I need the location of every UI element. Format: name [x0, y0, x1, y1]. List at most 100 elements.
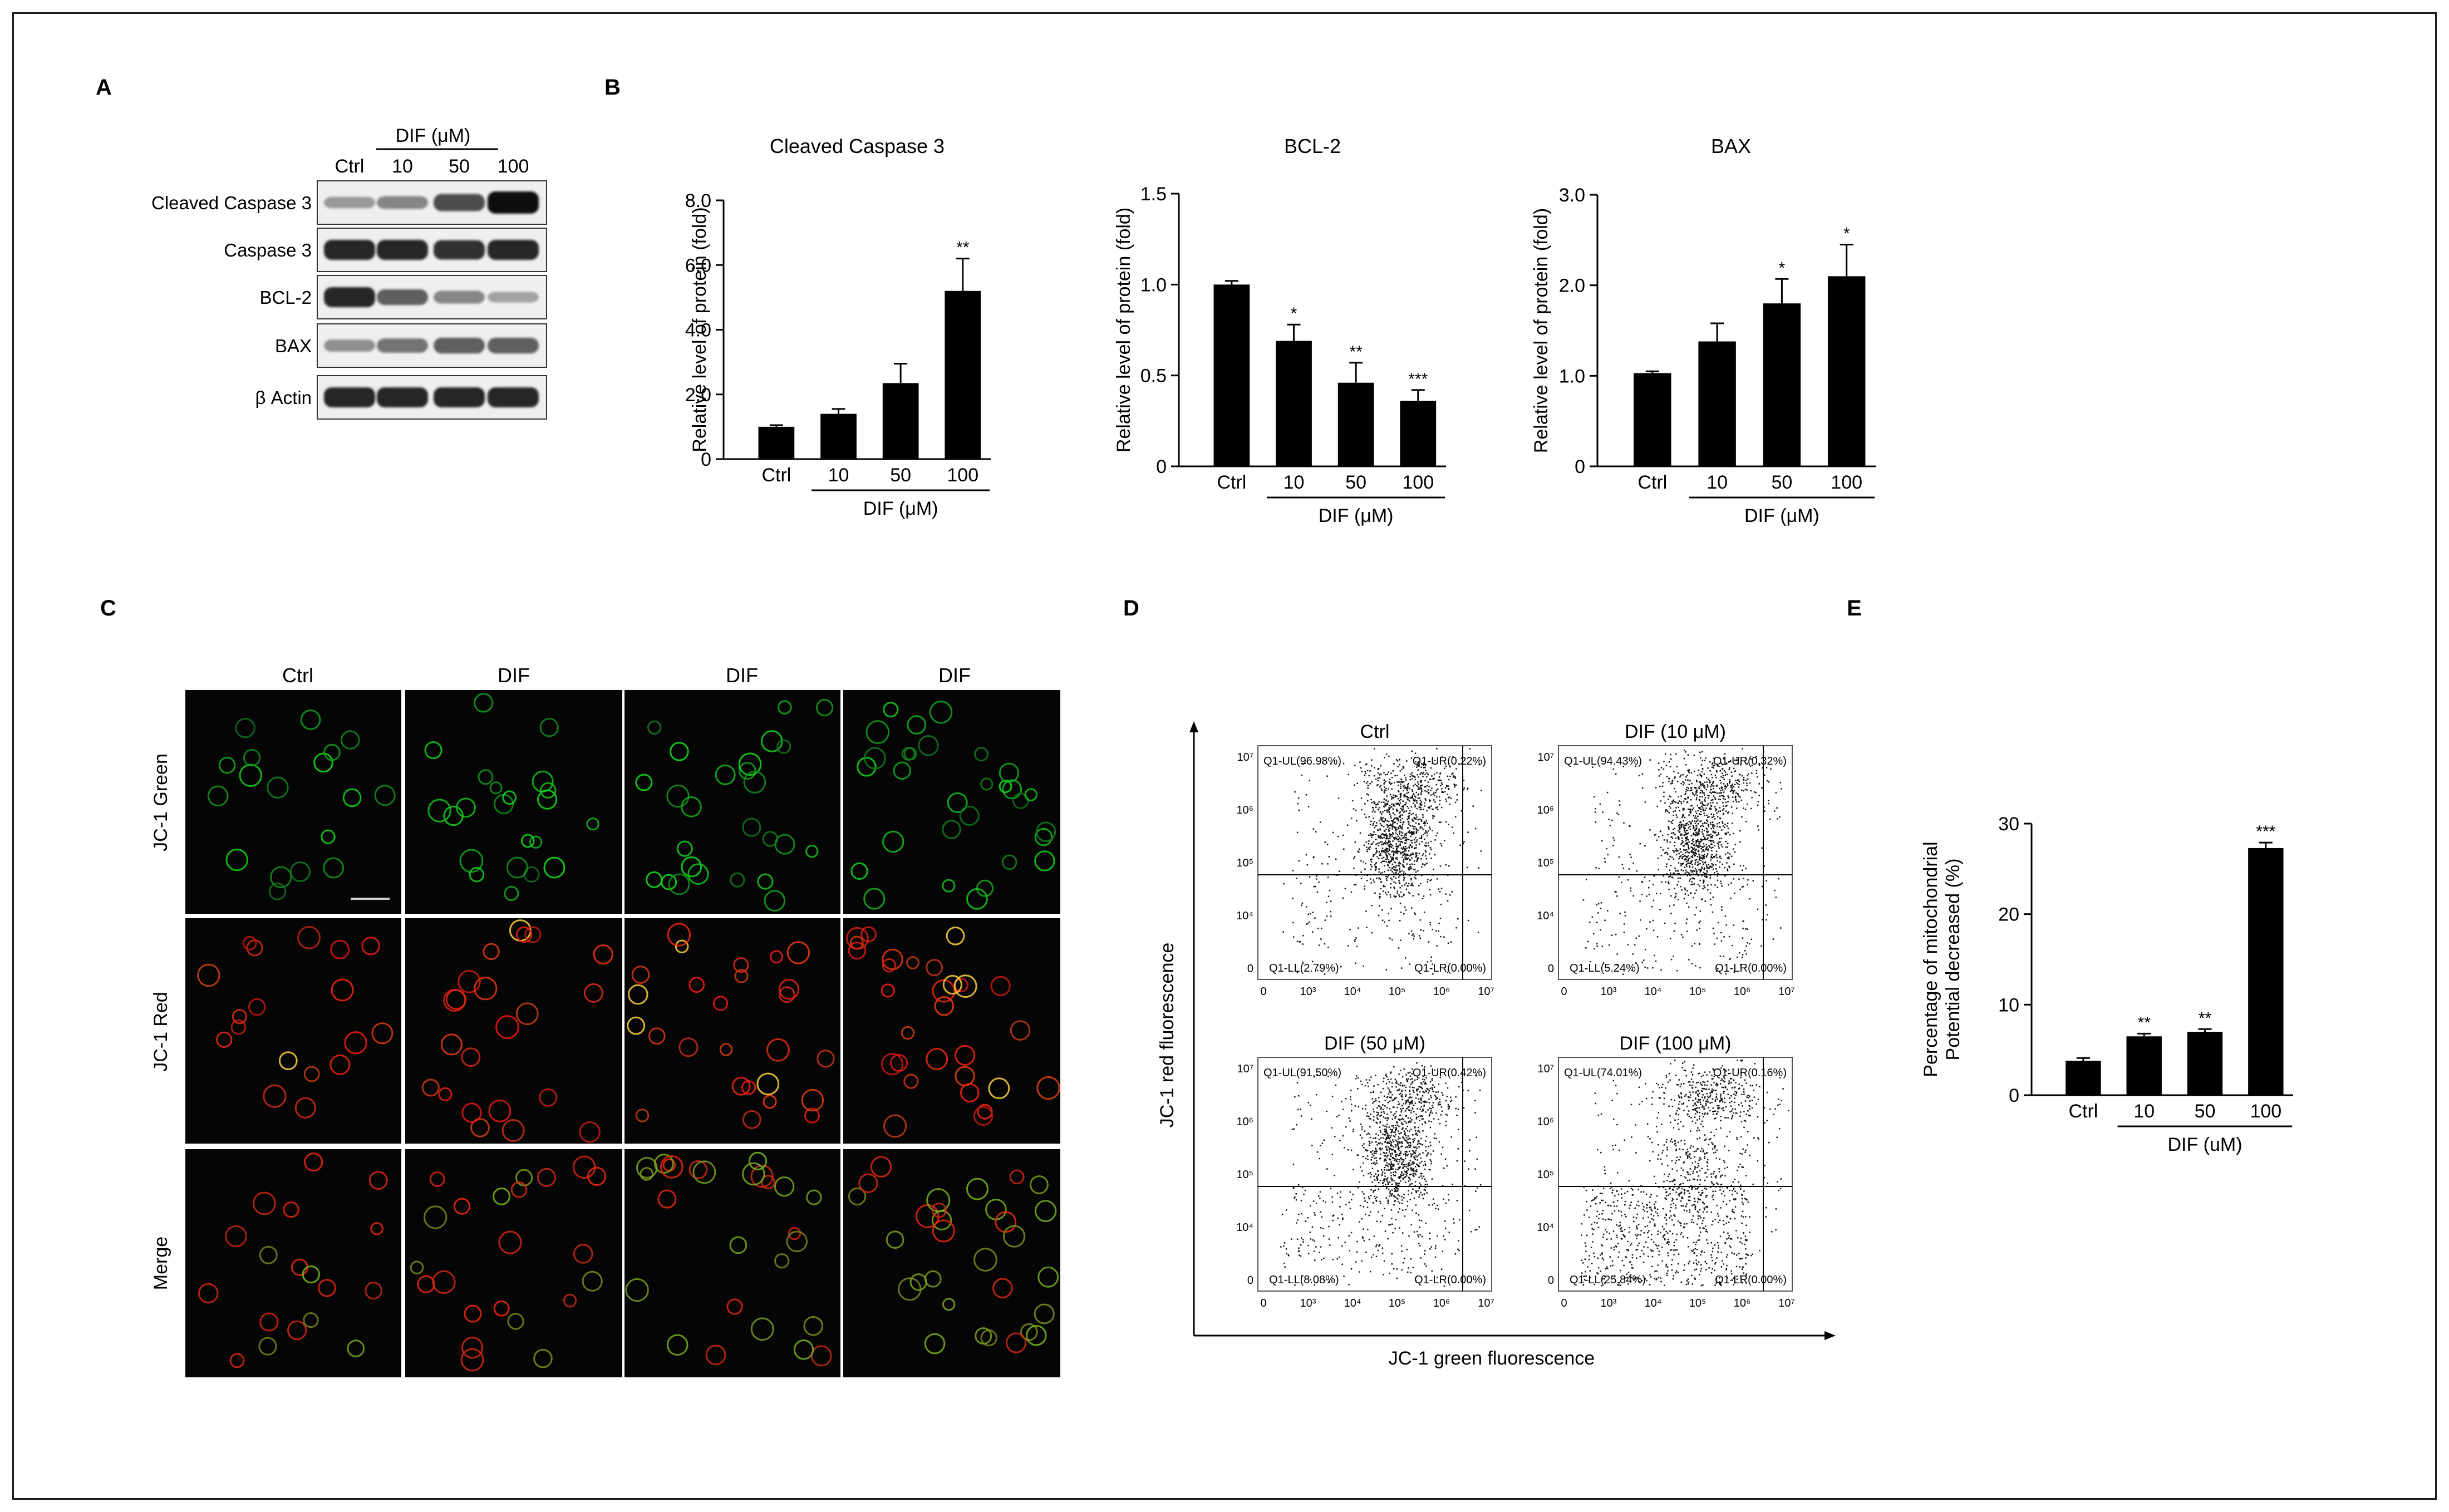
micro-cell — [681, 856, 702, 878]
flow-event — [1397, 865, 1399, 866]
flow-event — [1397, 1148, 1399, 1150]
flow-event — [1719, 861, 1721, 863]
flow-event — [1373, 1116, 1375, 1117]
micro-cell — [259, 1312, 279, 1332]
flow-event — [1378, 868, 1380, 870]
flow-event — [1391, 1118, 1394, 1120]
flow-event — [1406, 1141, 1408, 1143]
flow-event — [1419, 1119, 1420, 1121]
flow-event — [1738, 780, 1740, 782]
flow-event — [1369, 824, 1371, 825]
flow-event — [1680, 1223, 1682, 1224]
flow-event — [1310, 1279, 1311, 1280]
flow-event — [1314, 885, 1316, 888]
flow-event — [1294, 1284, 1296, 1286]
flow-event — [1709, 898, 1712, 900]
flow-event — [1404, 1181, 1407, 1183]
flow-event — [1721, 909, 1723, 911]
micro-cell — [582, 1270, 603, 1292]
flow-event — [1467, 789, 1469, 790]
flow-event — [1653, 954, 1655, 957]
flow-event — [1419, 799, 1422, 801]
micro-cell — [926, 1048, 948, 1071]
flow-event — [1410, 1258, 1412, 1260]
flow-event — [1429, 1114, 1430, 1115]
flow-event — [1443, 1235, 1444, 1237]
flow-event — [1757, 801, 1759, 802]
flow-event — [1394, 869, 1396, 871]
flow-event — [1320, 1145, 1321, 1146]
flow-event — [1428, 1102, 1430, 1104]
flow-event — [1396, 1106, 1398, 1109]
flow-event — [1703, 1149, 1704, 1151]
flow-event — [1376, 850, 1378, 851]
flow-event — [1702, 809, 1704, 811]
flow-event — [1713, 824, 1715, 826]
flow-event — [1677, 899, 1679, 900]
flow-event — [1693, 815, 1695, 817]
flow-event — [1407, 786, 1409, 788]
flow-event — [1642, 959, 1645, 961]
flow-event — [1740, 1136, 1742, 1137]
flow-event — [1424, 822, 1426, 824]
flow-event — [1607, 967, 1609, 968]
flow-event — [1376, 1107, 1378, 1109]
flow-event — [1396, 1160, 1398, 1163]
flow-event — [1331, 1201, 1334, 1203]
flow-event — [1704, 760, 1706, 761]
flow-event — [1723, 791, 1725, 793]
flow-event — [1402, 854, 1404, 856]
blot-band — [434, 194, 485, 211]
flow-event — [1417, 789, 1419, 790]
flow-event — [1370, 1118, 1371, 1120]
flow-event — [1717, 1183, 1719, 1185]
flow-event — [1369, 1270, 1371, 1273]
flow-event — [1396, 1140, 1398, 1142]
flow-event — [1391, 1218, 1393, 1219]
flow-event — [1366, 1112, 1369, 1114]
flow-event — [1703, 850, 1705, 852]
flow-event — [1420, 820, 1423, 822]
flow-event — [1388, 1224, 1390, 1226]
flow-event — [1729, 760, 1732, 762]
flow-event — [1718, 838, 1720, 840]
flow-event — [1691, 789, 1693, 791]
flow-event — [1680, 801, 1682, 802]
y-tick-label: 8.0 — [685, 190, 711, 211]
micro-cell — [495, 1015, 519, 1039]
flow-event — [1414, 1102, 1417, 1104]
flow-event — [1713, 764, 1715, 766]
y-tick-label: 4.0 — [685, 320, 711, 341]
flow-event — [1695, 831, 1697, 833]
flow-event — [1675, 791, 1677, 793]
flow-event — [1381, 1252, 1384, 1254]
flow-event — [1699, 858, 1701, 859]
flow-event — [1320, 1211, 1322, 1213]
flow-event — [1370, 882, 1372, 884]
flow-event — [1686, 865, 1688, 868]
flow-event — [1691, 866, 1694, 868]
flow-event — [1404, 794, 1405, 796]
flow-event — [1691, 846, 1693, 849]
flow-event — [1591, 1228, 1594, 1230]
flow-event — [1720, 844, 1723, 846]
flow-event — [1396, 848, 1398, 849]
blot-band — [488, 292, 539, 303]
flow-event — [1406, 1248, 1408, 1250]
flow-event — [1412, 854, 1414, 855]
flow-event — [1695, 793, 1697, 795]
flow-event — [1682, 774, 1684, 776]
flow-event — [1382, 1125, 1384, 1126]
flow-event — [1732, 792, 1734, 794]
flow-event — [1368, 1115, 1370, 1117]
flow-event — [1699, 920, 1701, 922]
flow-event — [1385, 1139, 1386, 1141]
micro-tile — [843, 918, 1060, 1144]
flow-event — [1734, 759, 1735, 761]
flow-event — [1309, 921, 1310, 923]
flow-event — [1371, 843, 1373, 845]
flow-event — [1411, 1103, 1413, 1105]
flow-event — [1434, 839, 1436, 841]
flow-event — [1408, 821, 1410, 823]
flow-event — [1446, 785, 1448, 787]
